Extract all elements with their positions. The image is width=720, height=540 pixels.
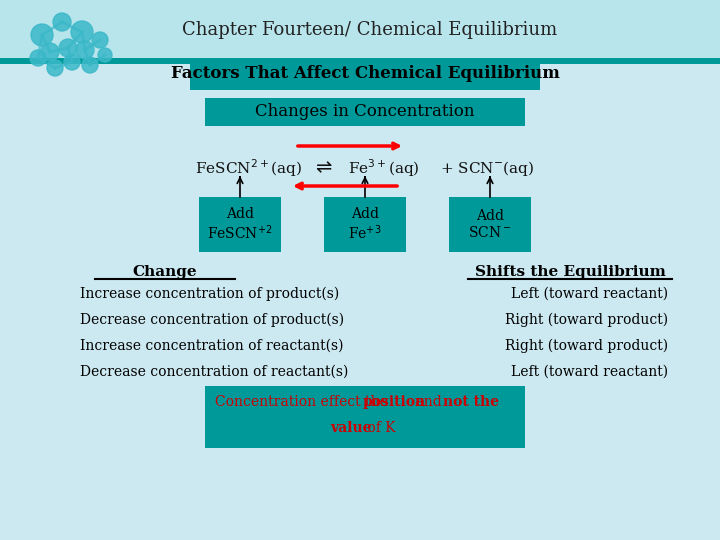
Text: position: position: [363, 395, 426, 409]
FancyBboxPatch shape: [0, 58, 720, 64]
Text: value: value: [330, 421, 372, 435]
Text: and: and: [411, 395, 446, 409]
Circle shape: [92, 32, 108, 48]
Text: Right (toward product): Right (toward product): [505, 313, 668, 327]
Text: Factors That Affect Chemical Equilibrium: Factors That Affect Chemical Equilibrium: [171, 65, 559, 83]
Circle shape: [30, 50, 46, 66]
FancyBboxPatch shape: [449, 197, 531, 252]
Circle shape: [41, 43, 59, 61]
Circle shape: [98, 48, 112, 62]
Circle shape: [76, 41, 94, 59]
Text: Fe$^{3+}$(aq): Fe$^{3+}$(aq): [348, 157, 420, 179]
Text: Decrease concentration of reactant(s): Decrease concentration of reactant(s): [80, 365, 348, 379]
Text: Chapter Fourteen/ Chemical Equilibrium: Chapter Fourteen/ Chemical Equilibrium: [182, 21, 557, 39]
Text: Shifts the Equilibrium: Shifts the Equilibrium: [474, 265, 665, 279]
Circle shape: [47, 60, 63, 76]
Circle shape: [59, 39, 77, 57]
Circle shape: [53, 13, 71, 31]
FancyBboxPatch shape: [324, 197, 406, 252]
Text: Left (toward reactant): Left (toward reactant): [511, 365, 668, 379]
FancyBboxPatch shape: [190, 58, 540, 90]
Text: Add
SCN$^-$: Add SCN$^-$: [468, 209, 512, 240]
Text: Decrease concentration of product(s): Decrease concentration of product(s): [80, 313, 344, 327]
Text: Right (toward product): Right (toward product): [505, 339, 668, 353]
Circle shape: [64, 54, 80, 70]
Text: + SCN$^{-}$(aq): + SCN$^{-}$(aq): [440, 159, 534, 178]
Circle shape: [31, 24, 53, 46]
FancyBboxPatch shape: [199, 197, 281, 252]
Circle shape: [71, 21, 93, 43]
Text: Increase concentration of product(s): Increase concentration of product(s): [80, 287, 339, 301]
Text: of K: of K: [363, 421, 395, 435]
FancyBboxPatch shape: [0, 0, 720, 60]
Text: Change: Change: [132, 265, 197, 279]
Text: Concentration effect the: Concentration effect the: [215, 395, 392, 409]
Text: FeSCN$^{2+}$(aq): FeSCN$^{2+}$(aq): [195, 157, 302, 179]
Text: $\rightleftharpoons$: $\rightleftharpoons$: [312, 159, 333, 178]
Text: Changes in Concentration: Changes in Concentration: [256, 104, 474, 120]
Circle shape: [82, 57, 98, 73]
Text: not the: not the: [443, 395, 499, 409]
Text: Left (toward reactant): Left (toward reactant): [511, 287, 668, 301]
Text: Add
Fe$^{+3}$: Add Fe$^{+3}$: [348, 207, 382, 242]
FancyBboxPatch shape: [205, 386, 525, 448]
Text: Add
FeSCN$^{+2}$: Add FeSCN$^{+2}$: [207, 207, 273, 242]
FancyBboxPatch shape: [205, 98, 525, 126]
Text: Increase concentration of reactant(s): Increase concentration of reactant(s): [80, 339, 343, 353]
